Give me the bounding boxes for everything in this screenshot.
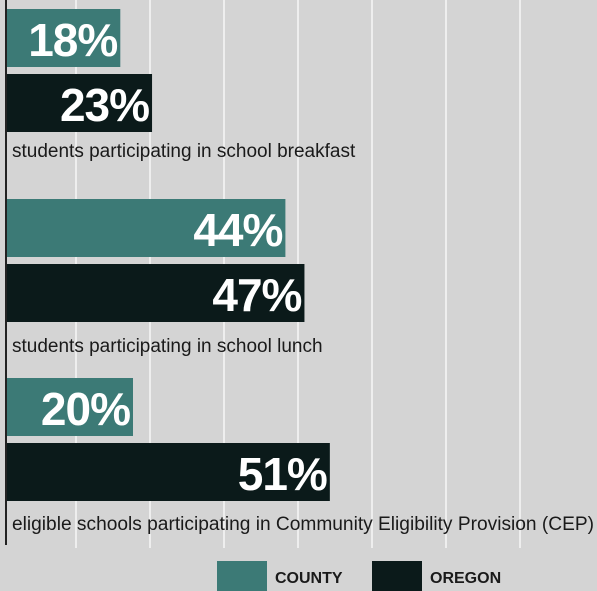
bar-oregon-2 — [6, 264, 305, 322]
bar-oregon-1 — [6, 74, 153, 132]
value-label-county-3: 20% — [41, 383, 130, 435]
legend: COUNTY OREGON — [217, 561, 501, 591]
category-labels: students participating in school breakfa… — [12, 141, 594, 535]
category-label-3: eligible schools participating in Commun… — [12, 514, 594, 535]
legend-label-county: COUNTY — [275, 570, 343, 587]
value-label-oregon-3: 51% — [238, 448, 327, 500]
category-label-2: students participating in school lunch — [12, 336, 323, 357]
bars: 18% 23% 44% 47% 20% 51% — [6, 9, 330, 501]
bar-oregon-3 — [6, 443, 330, 501]
value-label-oregon-2: 47% — [212, 269, 301, 321]
bar-county-1 — [6, 9, 121, 67]
value-label-county-1: 18% — [28, 14, 117, 66]
legend-label-oregon: OREGON — [430, 570, 501, 587]
value-label-oregon-1: 23% — [60, 79, 149, 131]
bar-county-3 — [6, 378, 133, 436]
value-label-county-2: 44% — [193, 204, 282, 256]
category-label-1: students participating in school breakfa… — [12, 141, 356, 162]
legend-swatch-oregon — [372, 561, 422, 591]
legend-swatch-county — [217, 561, 267, 591]
bar-county-2 — [6, 199, 286, 257]
